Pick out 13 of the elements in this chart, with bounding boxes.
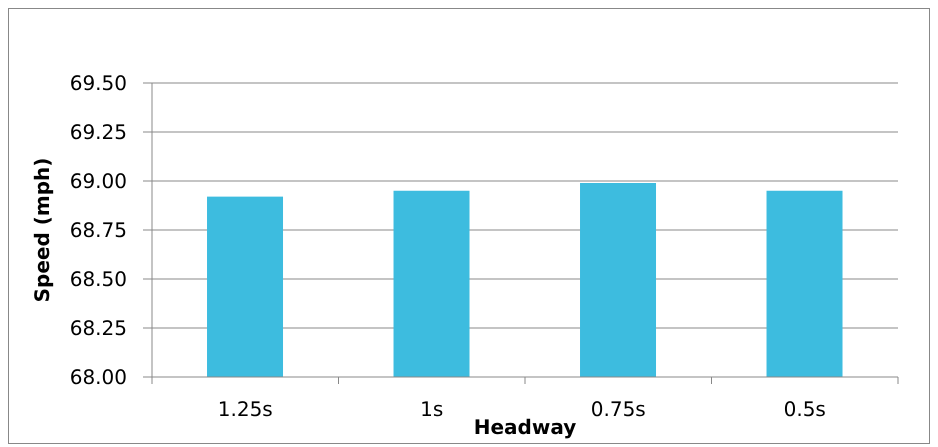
y-tick-label: 69.25 — [70, 120, 127, 144]
y-tick-label: 68.25 — [70, 316, 127, 340]
x-tick-label: 1.25s — [218, 397, 273, 422]
y-tick-label: 69.50 — [70, 71, 127, 96]
y-axis-title: Speed (mph) — [30, 158, 54, 302]
x-tick-label: 0.75s — [590, 397, 646, 422]
y-tick-label: 68.50 — [70, 267, 127, 292]
y-tick-label: 68.75 — [70, 218, 127, 242]
y-tick-label: 69.00 — [70, 169, 127, 194]
x-tick-label: 0.5s — [784, 397, 826, 422]
x-tick-label: 1s — [420, 397, 444, 422]
x-axis-title: Headway — [474, 415, 576, 439]
y-tick-label: 68.00 — [70, 365, 127, 390]
